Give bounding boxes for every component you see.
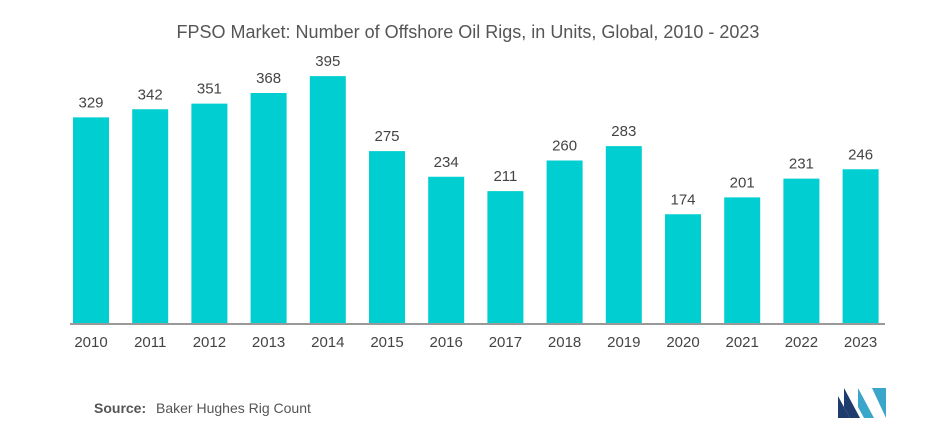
x-tick-label: 2017 xyxy=(489,334,522,351)
x-tick-label: 2023 xyxy=(844,334,877,351)
bar-2023 xyxy=(842,169,879,323)
bars-group xyxy=(73,76,879,323)
x-tick-labels-group: 2010 2011 2012 2013 2014 2015 2016 2017 2018 2019… xyxy=(74,334,877,351)
bar-value-label: 234 xyxy=(434,154,459,171)
chart-title: FPSO Market: Number of Offshore Oil Rigs… xyxy=(176,22,760,42)
source-text: Baker Hughes Rig Count xyxy=(156,400,311,416)
bar-2018 xyxy=(546,160,583,323)
bar-2019 xyxy=(605,146,642,323)
bar-value-label: 283 xyxy=(611,123,636,140)
bar-2021 xyxy=(724,197,761,323)
bar-2022 xyxy=(783,178,820,323)
source-label: Source: xyxy=(94,400,147,416)
bar-value-label: 174 xyxy=(670,191,695,208)
bar-value-label: 395 xyxy=(315,53,340,70)
bar-value-label: 329 xyxy=(78,94,103,111)
bar-value-label: 260 xyxy=(552,138,577,155)
x-tick-label: 2013 xyxy=(252,334,285,351)
x-tick-label: 2010 xyxy=(74,334,107,351)
x-tick-label: 2011 xyxy=(134,334,166,351)
x-tick-label: 2016 xyxy=(430,334,463,351)
bar-2017 xyxy=(487,191,524,323)
bar-2013 xyxy=(250,93,287,323)
bar-2014 xyxy=(309,76,346,323)
bar-value-label: 211 xyxy=(493,168,517,185)
bar-2011 xyxy=(132,109,169,323)
bar-value-label: 201 xyxy=(730,174,755,191)
bar-2010 xyxy=(73,117,109,323)
x-tick-label: 2012 xyxy=(193,334,226,351)
x-tick-label: 2020 xyxy=(666,334,699,351)
x-tick-label: 2014 xyxy=(311,334,344,351)
bar-2012 xyxy=(191,103,228,323)
bar-value-label: 231 xyxy=(789,156,814,173)
bar-value-label: 368 xyxy=(256,70,281,87)
bar-2016 xyxy=(428,176,465,323)
bar-2015 xyxy=(369,151,405,323)
value-labels-group: 329 342 351 368 395 275 234 211 260 283 174 201 231 2… xyxy=(78,53,873,208)
bar-value-label: 275 xyxy=(374,128,399,145)
bar-value-label: 246 xyxy=(848,146,873,163)
mordor-intelligence-logo-icon xyxy=(838,388,886,418)
bar-value-label: 342 xyxy=(138,86,163,103)
source-note: Source: Baker Hughes Rig Count xyxy=(94,400,311,416)
bar-2020 xyxy=(665,214,701,323)
x-tick-label: 2021 xyxy=(726,334,759,351)
x-tick-label: 2019 xyxy=(607,334,640,351)
x-tick-label: 2015 xyxy=(370,334,403,351)
bar-value-label: 351 xyxy=(197,81,222,98)
x-tick-label: 2022 xyxy=(785,334,818,351)
x-tick-label: 2018 xyxy=(548,334,581,351)
